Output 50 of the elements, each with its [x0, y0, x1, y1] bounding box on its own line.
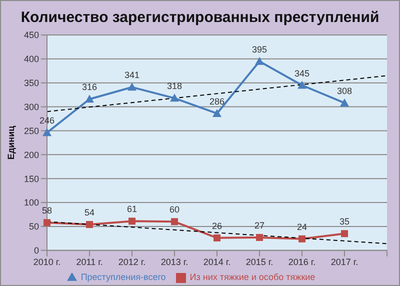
data-label: 316	[82, 82, 98, 92]
point	[340, 98, 349, 106]
data-label: 246	[39, 116, 55, 126]
y-tick-label: 50	[28, 222, 39, 232]
y-tick-label: 350	[24, 78, 39, 88]
data-label: 341	[124, 70, 140, 80]
y-tick-label: 250	[24, 126, 39, 136]
point	[298, 235, 306, 242]
data-label: 60	[169, 204, 180, 215]
point	[214, 234, 220, 242]
point	[298, 80, 306, 89]
x-tick-label: 2011 г.	[76, 256, 103, 267]
point	[128, 218, 136, 225]
data-label: 58	[42, 206, 52, 216]
x-tick-label: 2010 г.	[33, 256, 61, 267]
point	[128, 82, 136, 91]
y-tick-label: 0	[34, 246, 39, 256]
y-tick-label: 100	[24, 198, 39, 208]
point	[341, 230, 348, 238]
x-tick-label: 2013 г.	[160, 256, 188, 267]
point	[171, 218, 178, 226]
y-tick-label: 150	[24, 174, 39, 184]
data-label: 286	[209, 96, 225, 106]
point	[85, 94, 94, 103]
legend-label: Из них тяжкие и особо тяжкие	[190, 272, 316, 282]
data-label: 61	[126, 204, 138, 214]
x-tick-label: 2016 г.	[288, 256, 316, 267]
point	[44, 219, 50, 226]
x-tick-label: 2017 г.	[330, 256, 358, 267]
y-tick-label: 300	[24, 102, 39, 112]
y-tick-label: 450	[24, 30, 39, 40]
data-label: 395	[252, 44, 268, 54]
x-tick-label: 2014 г.	[203, 256, 231, 267]
point	[255, 56, 264, 65]
data-label: 308	[336, 86, 352, 96]
point	[256, 234, 263, 241]
y-tick-label: 200	[24, 150, 39, 160]
point	[212, 108, 222, 117]
y-axis-title: Единиц	[6, 125, 16, 160]
chart-title: Количество зарегистрированных преступлений	[20, 8, 380, 28]
y-tick-label: 400	[24, 54, 39, 64]
data-label: 318	[166, 81, 182, 92]
point	[170, 94, 179, 102]
point	[86, 221, 93, 228]
data-label: 345	[294, 68, 310, 78]
x-tick-label: 2012 г.	[118, 256, 146, 267]
legend-label: Преступления-всего	[80, 272, 166, 282]
data-label: 54	[84, 208, 95, 218]
data-label: 35	[339, 216, 350, 227]
x-tick-label: 2015 г.	[246, 256, 274, 267]
